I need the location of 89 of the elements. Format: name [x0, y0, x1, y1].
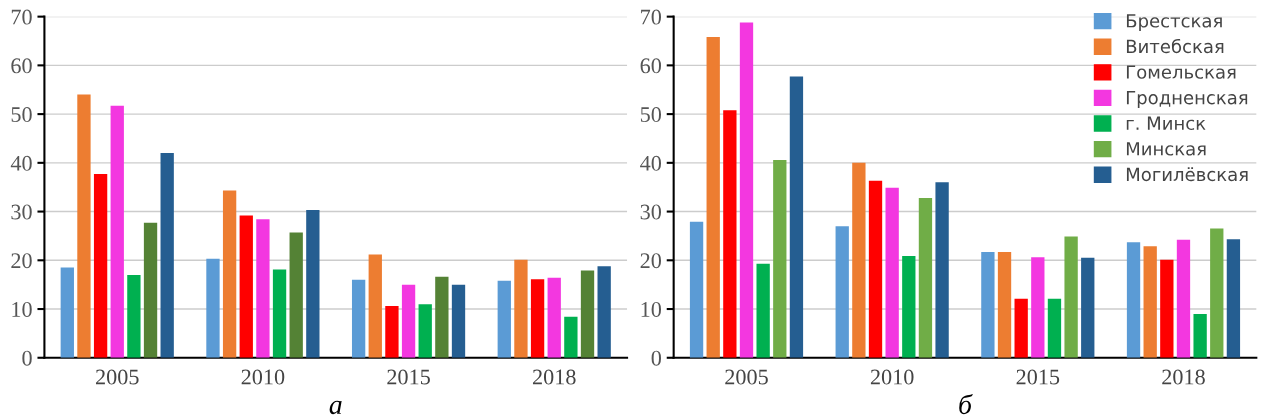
bar: [981, 252, 995, 358]
y-tick-label: 50: [640, 107, 662, 123]
bar: [689, 221, 704, 358]
x-tick-label: 2015: [387, 369, 430, 385]
y-tick-label: 0: [651, 350, 662, 366]
bar: [451, 284, 466, 358]
bar: [739, 22, 754, 358]
bar: [1031, 257, 1045, 358]
x-tick-label: 2010: [870, 369, 914, 385]
legend-label: Могилёвская: [1126, 167, 1248, 182]
x-tick-label: 2015: [1016, 369, 1060, 385]
bar: [1176, 239, 1191, 358]
bar: [435, 276, 449, 358]
bar: [418, 304, 432, 358]
bar: [580, 270, 595, 358]
bar: [530, 279, 545, 358]
x-tick-label: 2018: [532, 369, 576, 385]
bar: [935, 182, 949, 358]
legend-label: Гомельская: [1126, 65, 1236, 79]
bar: [1064, 236, 1078, 358]
bar: [127, 274, 141, 358]
bar: [852, 162, 866, 358]
legend-label: Витебская: [1126, 38, 1224, 54]
bar: [997, 252, 1012, 358]
bar: [1047, 298, 1062, 358]
y-tick-label: 30: [640, 204, 662, 220]
bar: [902, 255, 916, 358]
legend-label: г. Минск: [1126, 116, 1206, 131]
bar: [368, 254, 382, 358]
bar: [564, 316, 578, 358]
bar: [756, 263, 770, 358]
bar: [547, 277, 561, 358]
y-tick-label: 40: [10, 155, 32, 171]
bar: [1143, 246, 1157, 358]
bar: [497, 280, 511, 358]
bar: [206, 258, 220, 358]
y-tick-label: 20: [640, 253, 662, 269]
bar: [918, 197, 933, 358]
bar: [706, 37, 720, 358]
bar: [723, 110, 737, 358]
x-axis-title: б: [959, 393, 973, 415]
y-tick-label: 10: [12, 301, 32, 317]
bar: [401, 284, 416, 358]
legend-label: Гродненская: [1126, 90, 1248, 108]
y-tick-label: 30: [11, 204, 32, 220]
bar: [222, 190, 237, 358]
bar: [1126, 242, 1141, 358]
y-tick-label: 0: [22, 350, 32, 366]
y-tick-label: 60: [11, 58, 32, 74]
legend-label: Минская: [1126, 142, 1206, 156]
y-tick-label: 20: [11, 253, 32, 269]
bar: [1210, 228, 1224, 358]
bar: [1226, 239, 1241, 358]
bar: [773, 159, 787, 358]
bar: [110, 105, 124, 358]
y-tick-label: 60: [640, 58, 662, 74]
bar: [868, 180, 883, 358]
bar: [289, 232, 303, 358]
bar: [60, 267, 74, 358]
bar: [835, 226, 849, 358]
bar: [351, 279, 366, 358]
bar: [143, 222, 158, 358]
bar: [1160, 259, 1174, 358]
y-tick-label: 70: [641, 9, 662, 25]
y-tick-label: 50: [11, 107, 32, 123]
bar: [1193, 313, 1207, 358]
x-tick-label: 2005: [96, 369, 139, 385]
y-tick-label: 70: [11, 9, 32, 25]
bar: [93, 174, 108, 358]
bar: [306, 210, 320, 358]
bar: [885, 187, 899, 358]
bar: [1014, 298, 1028, 358]
bar: [514, 259, 528, 358]
bar: [239, 215, 253, 358]
y-tick-label: 10: [641, 301, 662, 317]
bar: [385, 306, 399, 358]
bar: [1081, 257, 1095, 358]
x-tick-label: 2005: [725, 369, 768, 385]
x-tick-label: 2018: [1162, 369, 1205, 385]
bar: [160, 153, 174, 358]
x-tick-label: 2010: [241, 369, 285, 385]
y-tick-label: 40: [640, 155, 662, 171]
bar: [256, 219, 270, 358]
bar: [77, 94, 91, 358]
bar: [597, 266, 611, 358]
legend-label: Брестская: [1126, 14, 1222, 32]
x-axis-title: а: [329, 400, 342, 415]
bar: [272, 269, 287, 358]
bar: [789, 76, 804, 358]
